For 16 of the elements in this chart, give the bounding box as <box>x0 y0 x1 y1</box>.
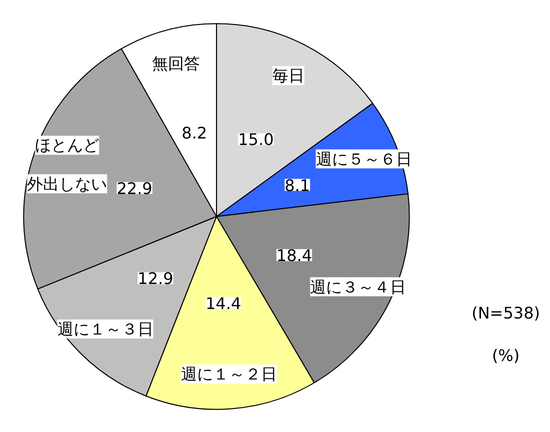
text: (%) <box>492 346 520 365</box>
data-label: 14.4 <box>206 294 242 314</box>
category-label: ほとんど外出しない <box>27 136 108 194</box>
slice-label: 週に１～３日 <box>57 319 154 338</box>
slice-label: 週に５～６日 <box>316 149 412 168</box>
data-label: 22.9 <box>116 178 152 198</box>
data-label: 18.4 <box>276 246 312 266</box>
slice-label: 週に３～４日 <box>310 277 406 296</box>
data-label: 12.9 <box>138 269 174 288</box>
data-label: 15.0 <box>238 130 274 150</box>
text: (N=538) <box>472 303 540 322</box>
slice-label: 週に１～２日 <box>180 364 277 384</box>
data-label: 8.1 <box>284 176 310 195</box>
slice-label: 毎日 <box>272 66 304 86</box>
data-label: 8.2 <box>182 124 208 143</box>
slice-label: 無回答 <box>152 54 200 74</box>
